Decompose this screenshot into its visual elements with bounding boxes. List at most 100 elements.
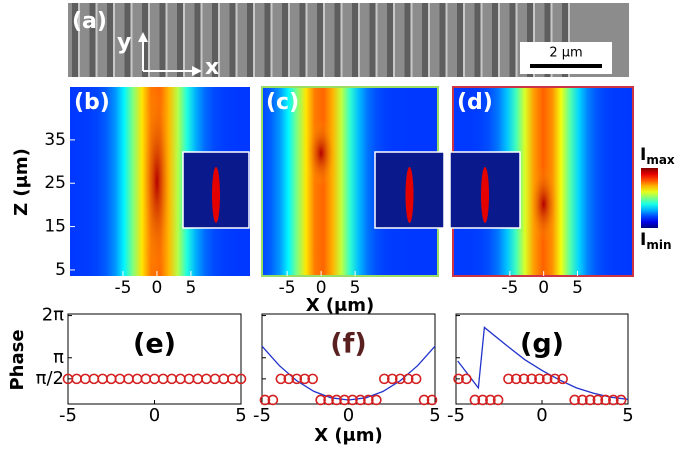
sem-stripe	[509, 3, 516, 77]
sem-stripe-edge	[218, 3, 220, 77]
phase-marker	[183, 373, 195, 385]
colorbar-min: Imin	[640, 230, 672, 252]
panel-label: (a)	[72, 9, 107, 34]
phase-marker	[259, 394, 271, 406]
axis-letter: x	[205, 55, 219, 80]
panel-label: (b)	[74, 90, 110, 115]
arrow-head	[192, 66, 202, 76]
hot-spot	[529, 165, 558, 243]
sem-stripe	[544, 3, 551, 77]
x-tick-label: -5	[447, 405, 465, 426]
phase-marker	[235, 373, 247, 385]
phase-marker	[541, 373, 553, 385]
sem-stripe	[194, 3, 201, 77]
phase-marker	[426, 394, 438, 406]
phase-marker	[157, 373, 169, 385]
sem-stripe-edge	[533, 3, 535, 77]
hot-spot	[142, 86, 171, 277]
x-tick-label: 5	[350, 278, 361, 298]
y-tick-label: 25	[44, 173, 66, 193]
phase-marker	[608, 394, 619, 406]
y-tick-label: 15	[44, 217, 66, 237]
sem-stripe-edge	[148, 3, 150, 77]
sem-stripe	[299, 3, 306, 77]
x-tick-label: 0	[152, 278, 163, 298]
panel-label: (f)	[330, 329, 366, 360]
sem-stripe-edge	[393, 3, 395, 77]
phase-marker	[584, 394, 596, 406]
scale-bar-label: 2 μm	[549, 46, 582, 61]
phase-marker	[534, 373, 545, 385]
sem-stripe	[387, 3, 393, 77]
subscript: min	[646, 238, 671, 252]
sem-stripe	[282, 3, 288, 77]
x-tick-label: 0	[316, 278, 327, 298]
x-tick-label: -5	[501, 278, 518, 298]
axis-letter: y	[117, 30, 131, 55]
sem-stripe-edge	[463, 3, 465, 77]
sem-stripe-edge	[550, 3, 553, 77]
x-tick-label: -5	[59, 405, 77, 426]
phase-marker	[131, 373, 143, 385]
phase-marker	[218, 373, 229, 385]
hot-spot	[307, 119, 336, 187]
phase-marker	[549, 373, 561, 385]
phase-marker	[418, 394, 430, 406]
phase-marker	[386, 373, 398, 385]
phase-marker	[201, 373, 212, 385]
sem-stripe-edge	[95, 3, 98, 77]
x-tick-label: 0	[149, 405, 160, 426]
phase-marker	[485, 394, 496, 406]
x-tick-label: 5	[235, 405, 246, 426]
colorbar	[641, 168, 658, 228]
phase-marker	[140, 373, 152, 385]
sem-stripe	[492, 3, 498, 77]
phase-marker	[175, 373, 186, 385]
phase-marker	[402, 373, 414, 385]
y-tick-label: 35	[44, 130, 66, 150]
phase-marker	[315, 394, 326, 406]
sem-stripe	[334, 3, 341, 77]
x-tick-label: 5	[622, 405, 633, 426]
sem-stripe-edge	[410, 3, 413, 77]
x-tick-label: -5	[115, 278, 132, 298]
sem-stripe-edge	[78, 3, 80, 77]
phase-marker	[299, 373, 311, 385]
phase-marker	[267, 394, 279, 406]
phase-marker	[307, 373, 318, 385]
sem-stripe-edge	[288, 3, 290, 77]
phase-marker	[105, 373, 117, 385]
phase-marker	[71, 373, 82, 385]
sem-stripe-edge	[428, 3, 430, 77]
sem-stripe-edge	[358, 3, 360, 77]
sem-stripe-edge	[183, 3, 185, 77]
sem-stripe	[352, 3, 358, 77]
phase-marker	[227, 373, 238, 385]
phase-marker	[477, 394, 488, 406]
inset-focus	[405, 167, 414, 223]
sem-stripe	[439, 3, 446, 77]
phase-marker	[371, 394, 382, 406]
y-axis-label: Phase	[7, 329, 28, 390]
phase-marker	[510, 373, 522, 385]
x-tick-label: 0	[343, 405, 354, 426]
phase-marker	[492, 394, 504, 406]
sem-stripe-edge	[253, 3, 255, 77]
phase-marker	[166, 373, 178, 385]
sem-stripe-edge	[340, 3, 343, 77]
phase-curve	[457, 326, 629, 400]
sem-stripe	[562, 3, 568, 77]
phase-marker	[97, 373, 108, 385]
panel-label: (d)	[457, 90, 493, 115]
sem-stripe-edge	[200, 3, 203, 77]
phase-marker	[123, 373, 134, 385]
phase-marker	[557, 373, 568, 385]
phase-marker	[469, 394, 481, 406]
x-axis-label: X (μm)	[314, 425, 383, 446]
symbol: I	[640, 145, 646, 165]
x-tick-label: 0	[538, 278, 549, 298]
colorbar-max: Imax	[640, 145, 675, 167]
panel-label: (c)	[266, 90, 299, 115]
phase-marker	[88, 373, 100, 385]
